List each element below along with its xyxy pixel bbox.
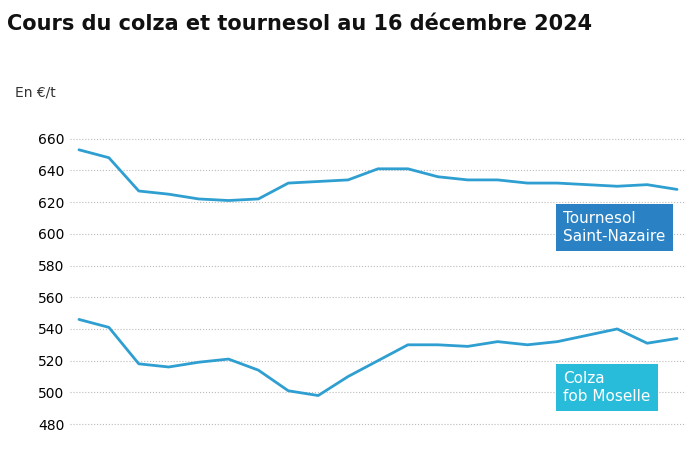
Text: Cours du colza et tournesol au 16 décembre 2024: Cours du colza et tournesol au 16 décemb… <box>7 14 592 33</box>
Text: Tournesol
Saint-Nazaire: Tournesol Saint-Nazaire <box>564 211 666 243</box>
Text: En €/t: En €/t <box>15 86 55 100</box>
Text: Colza
fob Moselle: Colza fob Moselle <box>564 371 651 404</box>
